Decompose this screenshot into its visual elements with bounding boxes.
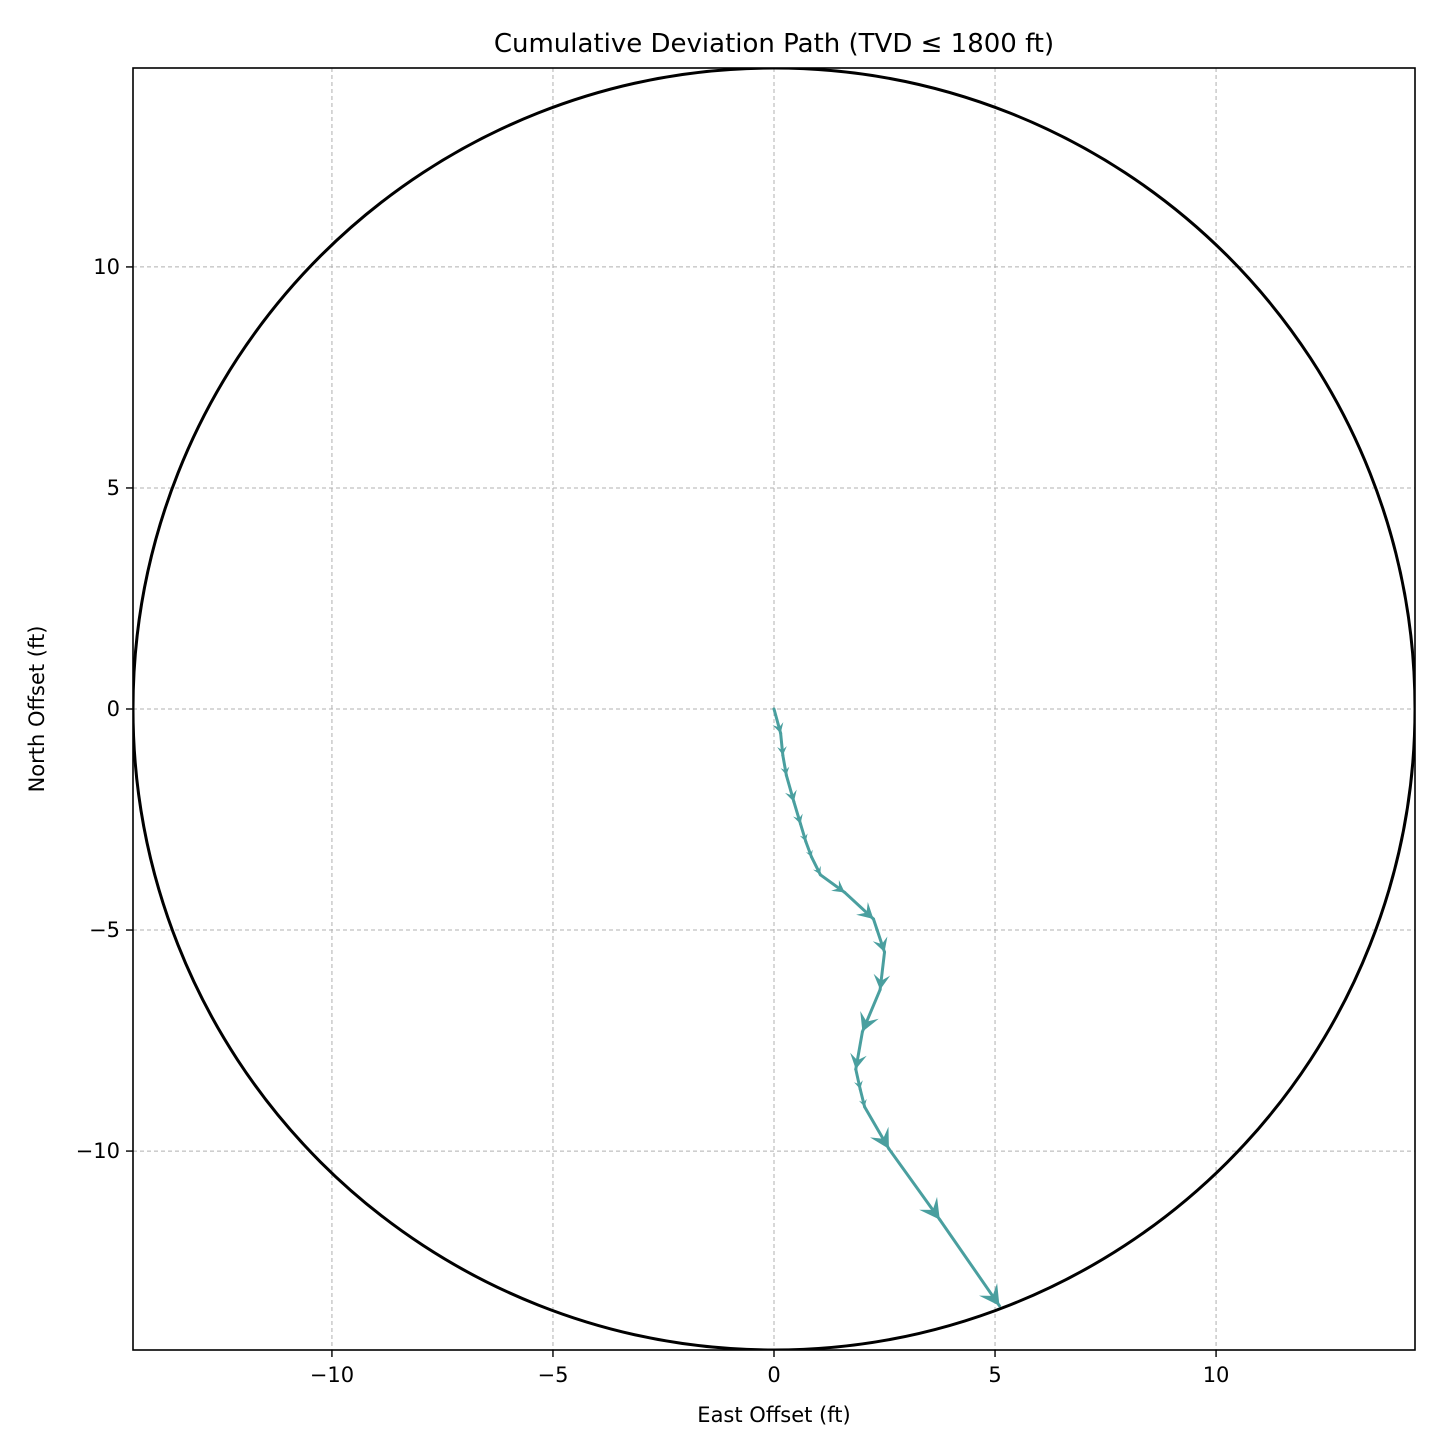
path-arrowhead: [780, 766, 790, 776]
x-axis-label: East Offset (ft): [697, 1403, 850, 1427]
path-arrowhead: [858, 1098, 867, 1107]
path-segment: [887, 1147, 942, 1222]
y-tick-label: 5: [107, 476, 120, 500]
path-arrowhead: [854, 1080, 863, 1090]
x-tick-label: 10: [1203, 1363, 1230, 1387]
path-arrowhead: [979, 1283, 1000, 1306]
path-segment: [938, 1218, 1001, 1308]
y-tick-label: −10: [76, 1139, 120, 1163]
path-arrowhead: [777, 746, 787, 756]
path-arrowhead: [919, 1196, 940, 1220]
path-arrowhead: [793, 813, 803, 824]
path-arrowhead: [772, 722, 784, 734]
y-tick-label: 0: [107, 697, 120, 721]
x-tick-label: −10: [310, 1363, 354, 1387]
y-tick-label: −5: [89, 918, 120, 942]
path-arrowhead: [785, 789, 797, 802]
y-axis-ticks: −10 −5 0 5 10: [76, 255, 133, 1163]
path-arrowhead: [850, 1052, 867, 1070]
y-axis-label: North Offset (ft): [25, 626, 49, 793]
x-tick-label: 0: [767, 1363, 780, 1387]
path-arrowhead: [856, 902, 874, 919]
x-axis-ticks: −10 −5 0 5 10: [310, 1350, 1230, 1387]
path-arrowhead: [799, 833, 808, 842]
path-arrowhead: [872, 936, 888, 953]
chart-title: Cumulative Deviation Path (TVD ≤ 1800 ft…: [494, 29, 1054, 59]
y-tick-label: 10: [93, 255, 120, 279]
deviation-path-layer: [772, 707, 1001, 1308]
path-arrowhead: [812, 865, 821, 875]
path-arrowhead: [831, 880, 845, 893]
path-arrowhead: [873, 973, 891, 990]
x-tick-label: −5: [537, 1363, 568, 1387]
path-arrowhead: [860, 1011, 879, 1032]
path-arrowhead: [869, 1126, 889, 1149]
x-tick-label: 5: [988, 1363, 1001, 1387]
path-arrowhead: [805, 849, 813, 858]
